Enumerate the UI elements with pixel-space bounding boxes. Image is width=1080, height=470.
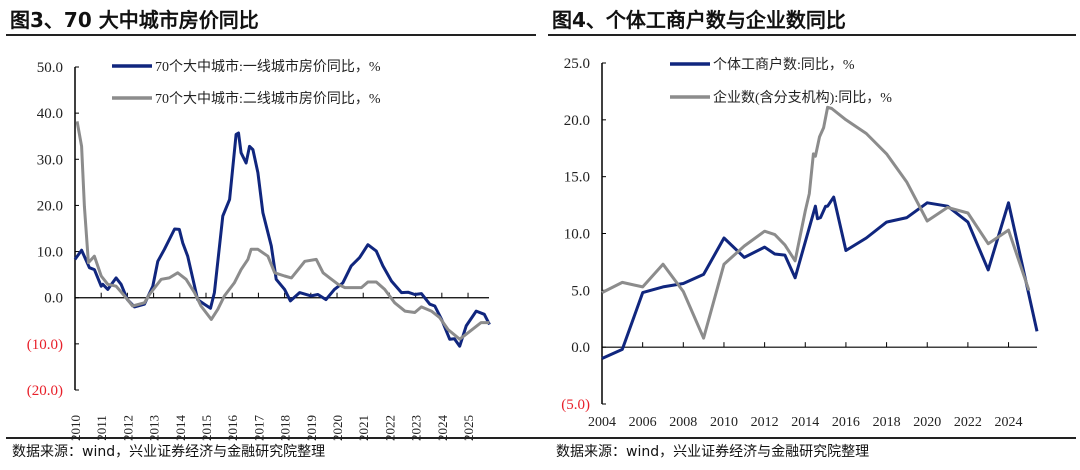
y-tick-label: 40.0 xyxy=(37,106,63,122)
x-tick-label: 2025 xyxy=(461,415,476,441)
x-tick-label: 2013 xyxy=(147,415,162,441)
x-tick-label: 2010 xyxy=(710,415,738,430)
x-tick-label: 2016 xyxy=(225,415,240,442)
title-rule-left xyxy=(6,34,536,36)
series-line-1 xyxy=(601,195,1039,360)
y-tick-label: (20.0) xyxy=(27,383,63,399)
x-tick-label: 2012 xyxy=(751,415,779,430)
x-tick-label: 2021 xyxy=(356,415,371,441)
x-tick-label: 2020 xyxy=(913,415,941,430)
y-tick-label: (10.0) xyxy=(27,337,63,353)
footer-rule xyxy=(6,437,1076,439)
series-line-2 xyxy=(601,105,1031,340)
x-tick-label: 2004 xyxy=(588,415,616,430)
y-tick-label: (5.0) xyxy=(561,397,590,413)
chart-title-right: 图4、个体工商户数与企业数同比 xyxy=(552,8,846,32)
y-tick-label: 10.0 xyxy=(564,227,590,243)
title-rule-right xyxy=(548,34,1076,36)
legend-label-2: 70个大中城市:二线城市房价同比，% xyxy=(155,90,381,107)
y-tick-label: 20.0 xyxy=(564,113,590,129)
y-tick-label: 5.0 xyxy=(571,283,590,299)
y-tick-label: 30.0 xyxy=(37,152,63,168)
x-tick-label: 2010 xyxy=(68,415,83,441)
x-tick-label: 2020 xyxy=(330,415,345,441)
legend-label-1: 70个大中城市:一线城市房价同比，% xyxy=(155,58,381,75)
x-tick-label: 2024 xyxy=(995,415,1023,430)
series-line-2 xyxy=(75,121,490,341)
x-tick-label: 2023 xyxy=(409,415,424,441)
y-tick-label: 25.0 xyxy=(564,56,590,72)
series-line-1 xyxy=(73,131,491,348)
x-tick-label: 2012 xyxy=(120,415,135,441)
x-tick-label: 2016 xyxy=(832,415,860,430)
source-note-right: 数据来源：wind，兴业证券经济与金融研究院整理 xyxy=(556,444,870,460)
y-tick-label: 50.0 xyxy=(37,60,63,76)
x-tick-label: 2018 xyxy=(873,415,901,430)
y-tick-label: 0.0 xyxy=(571,340,590,356)
x-tick-label: 2008 xyxy=(669,415,697,430)
x-tick-label: 2014 xyxy=(173,415,188,442)
legend-label-2: 企业数(含分支机构):同比，% xyxy=(713,89,892,106)
legend-label-1: 个体工商户数:同比，% xyxy=(713,56,855,73)
chart-title-left: 图3、70 大中城市房价同比 xyxy=(10,8,259,32)
x-tick-label: 2024 xyxy=(435,415,450,442)
x-tick-label: 2022 xyxy=(382,415,397,441)
x-tick-label: 2018 xyxy=(278,415,293,441)
y-tick-label: 10.0 xyxy=(37,245,63,261)
x-tick-label: 2015 xyxy=(199,415,214,441)
source-note-left: 数据来源：wind，兴业证券经济与金融研究院整理 xyxy=(12,444,326,460)
x-tick-label: 2022 xyxy=(954,415,982,430)
y-tick-label: 15.0 xyxy=(564,170,590,186)
x-tick-label: 2019 xyxy=(304,415,319,441)
x-tick-label: 2006 xyxy=(629,415,657,430)
x-tick-label: 2011 xyxy=(94,415,109,441)
y-tick-label: 0.0 xyxy=(44,291,63,307)
x-tick-label: 2014 xyxy=(791,415,819,430)
y-tick-label: 20.0 xyxy=(37,198,63,214)
x-tick-label: 2017 xyxy=(251,415,266,442)
